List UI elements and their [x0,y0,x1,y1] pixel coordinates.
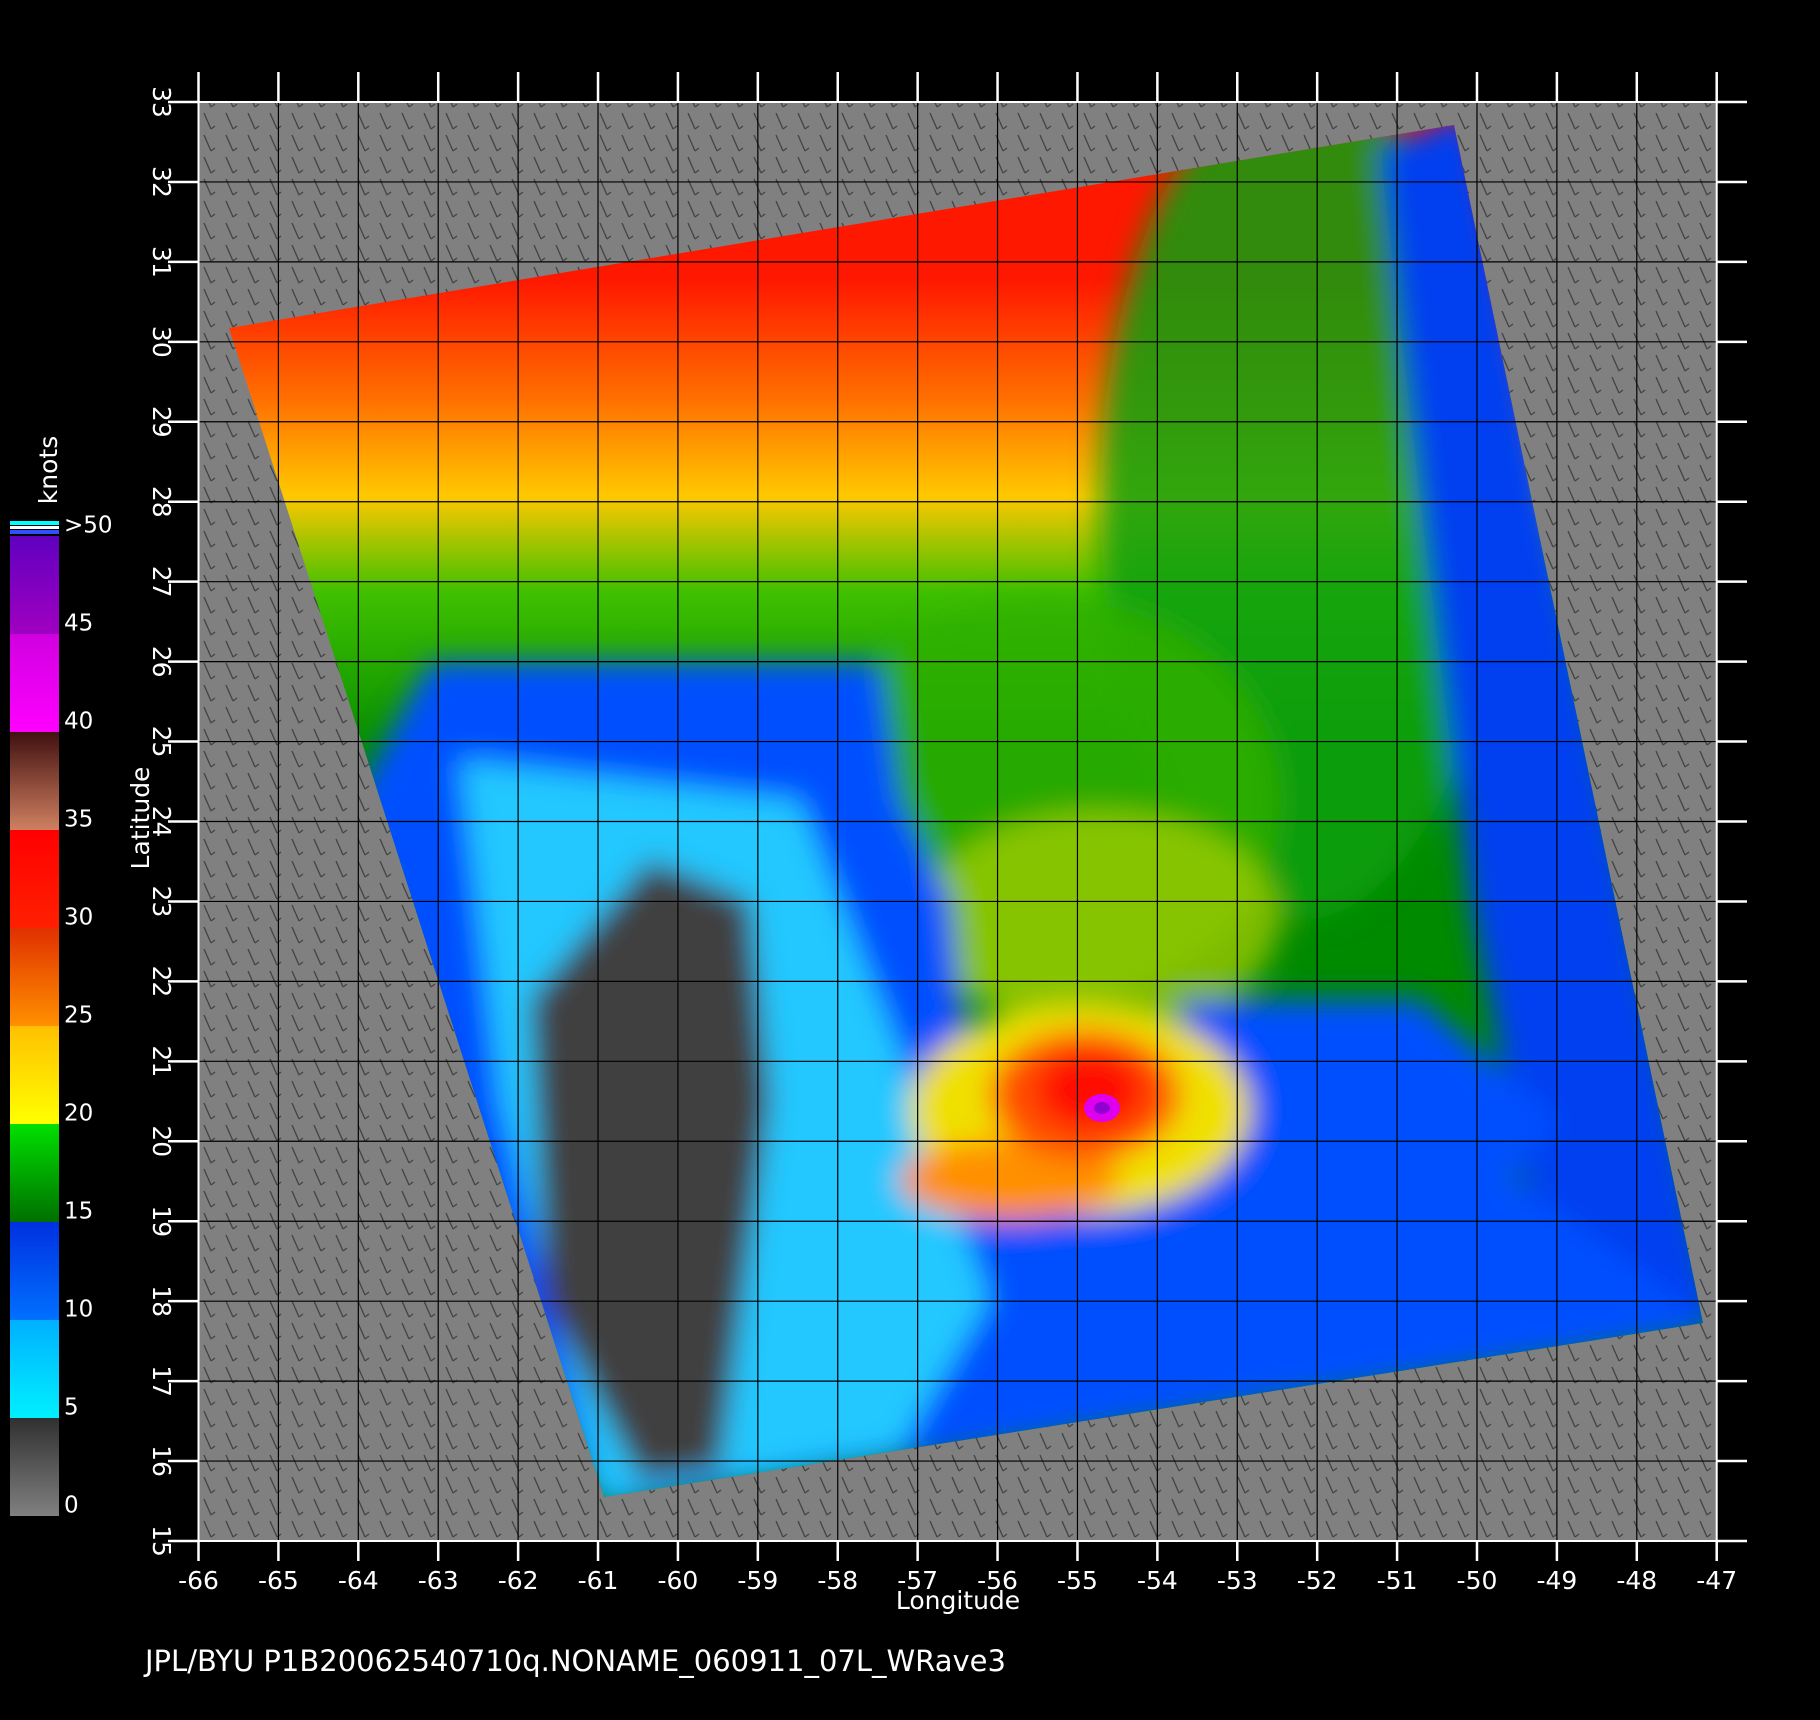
y-tick-label: 16 [147,1445,176,1477]
colorbar-tick-label: 40 [64,709,93,735]
x-tick-label: -64 [338,1566,379,1595]
colorbar-cap [10,530,59,534]
colorbar-tick-label: 25 [64,1003,93,1029]
colorbar-tick-label: 0 [64,1493,79,1519]
y-tick-label: 25 [147,726,176,758]
y-tick-label: 20 [147,1125,176,1157]
x-tick-label: -50 [1457,1566,1498,1595]
colorbar-segment [10,536,59,634]
y-tick-label: 33 [147,86,176,118]
axes: -66 -65 -64 -63 -62 -61 -60 -59 -58 -57 -56 -55 -54 -… [147,72,1747,1595]
colorbar-tick-label: 20 [64,1101,93,1127]
x-tick-label: -59 [737,1566,778,1595]
y-tick-label: 17 [147,1365,176,1397]
colorbar-segment [10,830,59,928]
x-tick-label: -62 [498,1566,539,1595]
y-tick-label: 28 [147,486,176,518]
plot-frame [197,101,1718,1542]
colorbar-segment [10,1124,59,1222]
colorbar-tick-label: 10 [64,1297,93,1323]
y-tick-label: 15 [147,1525,176,1557]
x-tick-label: -53 [1217,1566,1258,1595]
y-axis-label: Latitude [126,767,155,870]
x-tick-label: -57 [897,1566,938,1595]
y-tick-label: 27 [147,566,176,598]
colorbar-tick-label: 15 [64,1199,93,1225]
colorbar-tick-label: 5 [64,1395,79,1421]
colorbar-segment [10,1222,59,1320]
colorbar-segment [10,1418,59,1516]
colorbar-segment [10,1320,59,1418]
colorbar: 0 5 10 15 20 25 30 35 40 45 >50 [10,513,113,1519]
colorbar-cap [10,526,59,529]
colorbar-label: knots [34,436,63,504]
colorbar-tick-label: 45 [64,611,93,637]
colorbar-tick-label: 30 [64,905,93,931]
colorbar-segment [10,634,59,732]
colorbar-segment [10,928,59,1026]
x-tick-label: -60 [658,1566,699,1595]
colorbar-segment [10,1026,59,1124]
x-tick-label: -48 [1616,1566,1657,1595]
x-tick-label: -56 [977,1566,1018,1595]
y-tick-label: 19 [147,1205,176,1237]
colorbar-segment [10,732,59,830]
x-axis-label: Longitude [896,1586,1020,1615]
y-tick-label: 18 [147,1285,176,1317]
x-tick-label: -63 [418,1566,459,1595]
x-tick-label: -66 [178,1566,219,1595]
x-tick-label: -51 [1377,1566,1418,1595]
y-tick-label: 22 [147,965,176,997]
x-tick-label: -55 [1057,1566,1098,1595]
y-tick-label: 21 [147,1045,176,1077]
x-tick-label: -65 [258,1566,299,1595]
y-tick-label: 23 [147,886,176,918]
y-tick-label: 24 [147,806,176,838]
y-tick-label: 32 [147,166,176,198]
y-tick-label: 29 [147,406,176,438]
x-tick-label: -47 [1696,1566,1737,1595]
colorbar-tick-label: >50 [64,513,113,539]
y-tick-label: 26 [147,646,176,678]
colorbar-cap [10,521,59,525]
x-tick-label: -54 [1137,1566,1178,1595]
plot-area [198,102,1717,1541]
x-tick-label: -52 [1297,1566,1338,1595]
x-tick-label: -49 [1536,1566,1577,1595]
colorbar-tick-label: 35 [64,807,93,833]
y-tick-label: 31 [147,246,176,278]
footer: JPL/BYU P1B20062540710q.NONAME_060911_07… [143,1644,1006,1678]
x-tick-label: -58 [817,1566,858,1595]
wind-swath [229,125,1703,1497]
y-tick-label: 30 [147,326,176,358]
x-tick-label: -61 [578,1566,619,1595]
